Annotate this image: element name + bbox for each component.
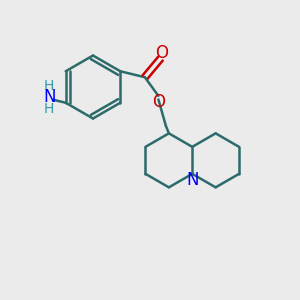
Text: O: O xyxy=(152,93,165,111)
Text: H: H xyxy=(44,102,54,116)
Text: H: H xyxy=(44,79,54,93)
Text: O: O xyxy=(155,44,169,62)
Text: N: N xyxy=(43,88,56,106)
Text: N: N xyxy=(187,171,199,190)
